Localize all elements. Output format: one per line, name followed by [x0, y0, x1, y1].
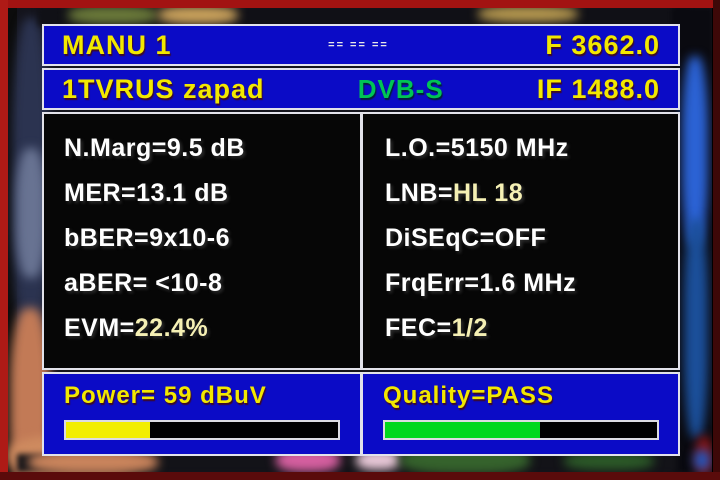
power-meter-fill: [66, 422, 151, 438]
screen-frame-top: [0, 0, 720, 8]
measurement-row-evm: EVM=22.4%: [64, 306, 360, 351]
measurements-right-column: L.O.=5150 MHz LNB=HL 18 DiSEqC=OFF FrqEr…: [363, 114, 678, 368]
frequency-readout: F 3662.0: [545, 29, 660, 60]
mode-label: MANU 1: [62, 29, 172, 60]
screen-frame-right: [713, 0, 720, 480]
power-quality-panel: Power= 59 dBuV Quality=PASS: [42, 372, 680, 456]
bg-blob: [684, 218, 708, 438]
bg-blob: [478, 8, 578, 22]
measurement-row-aber: aBER= <10-8: [64, 261, 360, 306]
power-section: Power= 59 dBuV: [44, 374, 360, 454]
panel-divider: [360, 112, 363, 370]
measurement-label: L.O.=: [385, 134, 451, 162]
quality-value: PASS: [486, 382, 554, 409]
quality-label: Quality=: [383, 382, 487, 409]
bg-blob: [158, 8, 238, 24]
measurement-value: OFF: [494, 224, 547, 252]
measurement-value: HL 18: [452, 179, 524, 207]
screen-frame-bottom: [0, 472, 720, 480]
bg-blob: [564, 452, 654, 470]
measurement-value: 1/2: [451, 314, 488, 342]
measurement-label: EVM=: [64, 314, 135, 342]
measurement-row-bber: bBER=9x10-6: [64, 216, 360, 261]
bg-blob: [694, 450, 710, 470]
measurement-row-nmarg: N.Marg=9.5 dB: [64, 126, 360, 171]
quality-readout: Quality=PASS: [363, 374, 678, 410]
measurement-row-fec: FEC=1/2: [385, 306, 678, 351]
measurement-value: 1.6 MHz: [479, 269, 577, 297]
quality-meter-fill: [385, 422, 541, 438]
channel-name: 1TVRUS zapad: [62, 73, 265, 104]
measurement-label: FrqErr=: [385, 269, 480, 297]
measurement-row-lo: L.O.=5150 MHz: [385, 126, 678, 171]
measurement-value: <10-8: [147, 269, 223, 297]
power-value: 59 dBuV: [156, 382, 267, 409]
measurement-row-diseqc: DiSEqC=OFF: [385, 216, 678, 261]
measurement-label: DiSEqC=: [385, 224, 495, 252]
measurement-row-mer: MER=13.1 dB: [64, 171, 360, 216]
measurement-value: 22.4%: [134, 314, 209, 342]
measurement-label: LNB=: [385, 179, 453, 207]
dvb-standard-label: DVB-S: [357, 73, 444, 104]
measurements-left-column: N.Marg=9.5 dB MER=13.1 dB bBER=9x10-6 aB…: [44, 114, 360, 368]
power-meter: [64, 420, 340, 440]
screen-frame-left: [0, 0, 8, 480]
measurement-value: 5150 MHz: [450, 134, 569, 162]
measurement-row-frqerr: FrqErr=1.6 MHz: [385, 261, 678, 306]
bg-blob: [682, 56, 708, 246]
measurement-value: 13.1 dB: [136, 179, 229, 207]
measurement-label: aBER=: [64, 269, 148, 297]
measurement-label: MER=: [64, 179, 137, 207]
header-bar: MANU 1 == == == F 3662.0: [42, 24, 680, 66]
measurements-panel: N.Marg=9.5 dB MER=13.1 dB bBER=9x10-6 aB…: [42, 112, 680, 370]
measurement-label: FEC=: [385, 314, 452, 342]
measurement-label: N.Marg=: [64, 134, 167, 162]
measurement-label: bBER=: [64, 224, 150, 252]
if-frequency-readout: IF 1488.0: [536, 73, 660, 104]
bg-blob: [16, 148, 46, 278]
panel-divider: [360, 372, 363, 456]
quality-meter: [383, 420, 659, 440]
power-readout: Power= 59 dBuV: [44, 374, 360, 410]
quality-section: Quality=PASS: [363, 374, 678, 454]
status-dashes: == == ==: [328, 39, 389, 51]
bg-blob: [68, 8, 158, 24]
measurement-value: 9x10-6: [149, 224, 231, 252]
channel-bar: 1TVRUS zapad DVB-S IF 1488.0: [42, 68, 680, 110]
measurement-row-lnb: LNB=HL 18: [385, 171, 678, 216]
measurement-value: 9.5 dB: [166, 134, 245, 162]
power-label: Power=: [64, 382, 157, 409]
